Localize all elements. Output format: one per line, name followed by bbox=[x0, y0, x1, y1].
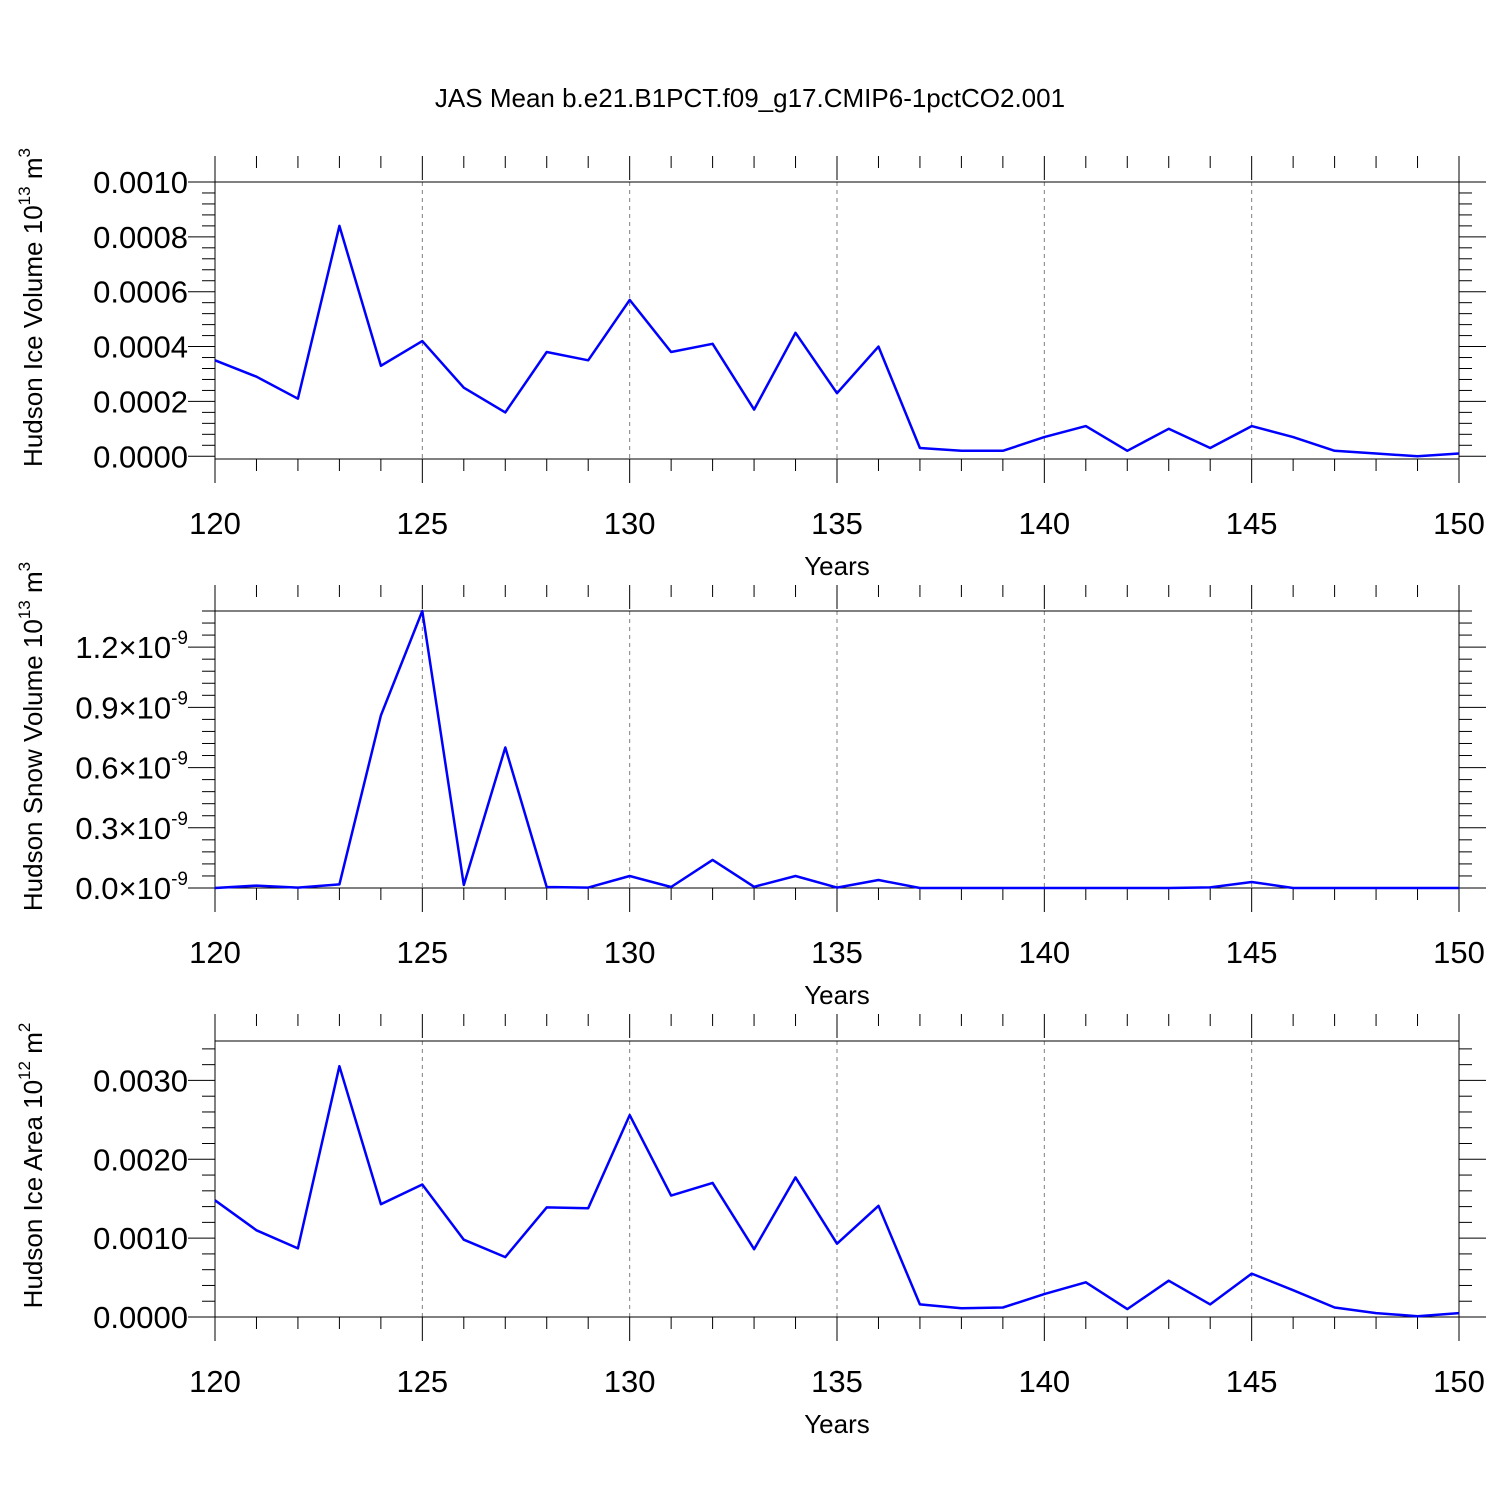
x-tick-label: 145 bbox=[1226, 1364, 1278, 1399]
y-tick-label: 0.9×10-9 bbox=[75, 688, 188, 725]
x-tick-label: 135 bbox=[811, 1364, 863, 1399]
chart-panel-1: 120 125 130 135 140 145 150 Years 0.0000 0.0002 0.… bbox=[15, 148, 1486, 581]
x-tick-label: 130 bbox=[604, 935, 656, 970]
y-tick-label: 0.0000 bbox=[93, 1300, 188, 1335]
x-tick-label: 130 bbox=[604, 1364, 656, 1399]
y-axis-label: Hudson Ice Volume 1013 m3 bbox=[15, 148, 48, 467]
x-axis-label: Years bbox=[804, 551, 870, 581]
x-tick-label: 150 bbox=[1433, 1364, 1485, 1399]
x-tick-label: 125 bbox=[396, 935, 448, 970]
x-axis-label: Years bbox=[804, 1409, 870, 1439]
chart-panel-3: 120 125 130 135 140 145 150 Years 0.0000 0.0010 0.… bbox=[15, 1014, 1486, 1439]
x-tick-label: 120 bbox=[189, 1364, 241, 1399]
figure-title: JAS Mean b.e21.B1PCT.f09_g17.CMIP6-1pctC… bbox=[0, 83, 1500, 114]
y-tick-label: 0.3×10-9 bbox=[75, 809, 188, 846]
y-tick-label: 0.0010 bbox=[93, 1221, 188, 1256]
x-tick-label: 145 bbox=[1226, 506, 1278, 541]
y-tick-label: 0.0004 bbox=[93, 330, 188, 365]
y-tick-label: 0.0010 bbox=[93, 165, 188, 200]
series-line bbox=[215, 226, 1459, 456]
x-tick-label: 135 bbox=[811, 506, 863, 541]
y-tick-label: 0.6×10-9 bbox=[75, 749, 188, 786]
chart-panel-2: 120 125 130 135 140 145 150 Years 0.0×10-9 0.3×10… bbox=[15, 562, 1486, 1010]
x-tick-label: 140 bbox=[1018, 1364, 1070, 1399]
series-line bbox=[215, 1066, 1459, 1316]
y-tick-label: 0.0020 bbox=[93, 1142, 188, 1177]
x-tick-label: 120 bbox=[189, 506, 241, 541]
y-axis-label: Hudson Ice Area 1012 m2 bbox=[15, 1023, 48, 1309]
x-tick-label: 125 bbox=[396, 1364, 448, 1399]
x-tick-label: 140 bbox=[1018, 506, 1070, 541]
y-tick-label: 0.0002 bbox=[93, 384, 188, 419]
y-axis-label: Hudson Snow Volume 1013 m3 bbox=[15, 562, 48, 911]
y-tick-label: 0.0×10-9 bbox=[75, 869, 188, 906]
x-tick-label: 150 bbox=[1433, 506, 1485, 541]
x-tick-label: 120 bbox=[189, 935, 241, 970]
y-tick-label: 0.0006 bbox=[93, 275, 188, 310]
y-tick-label: 0.0008 bbox=[93, 220, 188, 255]
x-tick-label: 125 bbox=[396, 506, 448, 541]
x-tick-label: 145 bbox=[1226, 935, 1278, 970]
y-tick-label: 1.2×10-9 bbox=[75, 628, 188, 665]
y-tick-label: 0.0030 bbox=[93, 1063, 188, 1098]
x-tick-label: 150 bbox=[1433, 935, 1485, 970]
x-axis-label: Years bbox=[804, 980, 870, 1010]
x-tick-label: 130 bbox=[604, 506, 656, 541]
y-tick-label: 0.0000 bbox=[93, 439, 188, 474]
x-tick-label: 140 bbox=[1018, 935, 1070, 970]
x-tick-label: 135 bbox=[811, 935, 863, 970]
